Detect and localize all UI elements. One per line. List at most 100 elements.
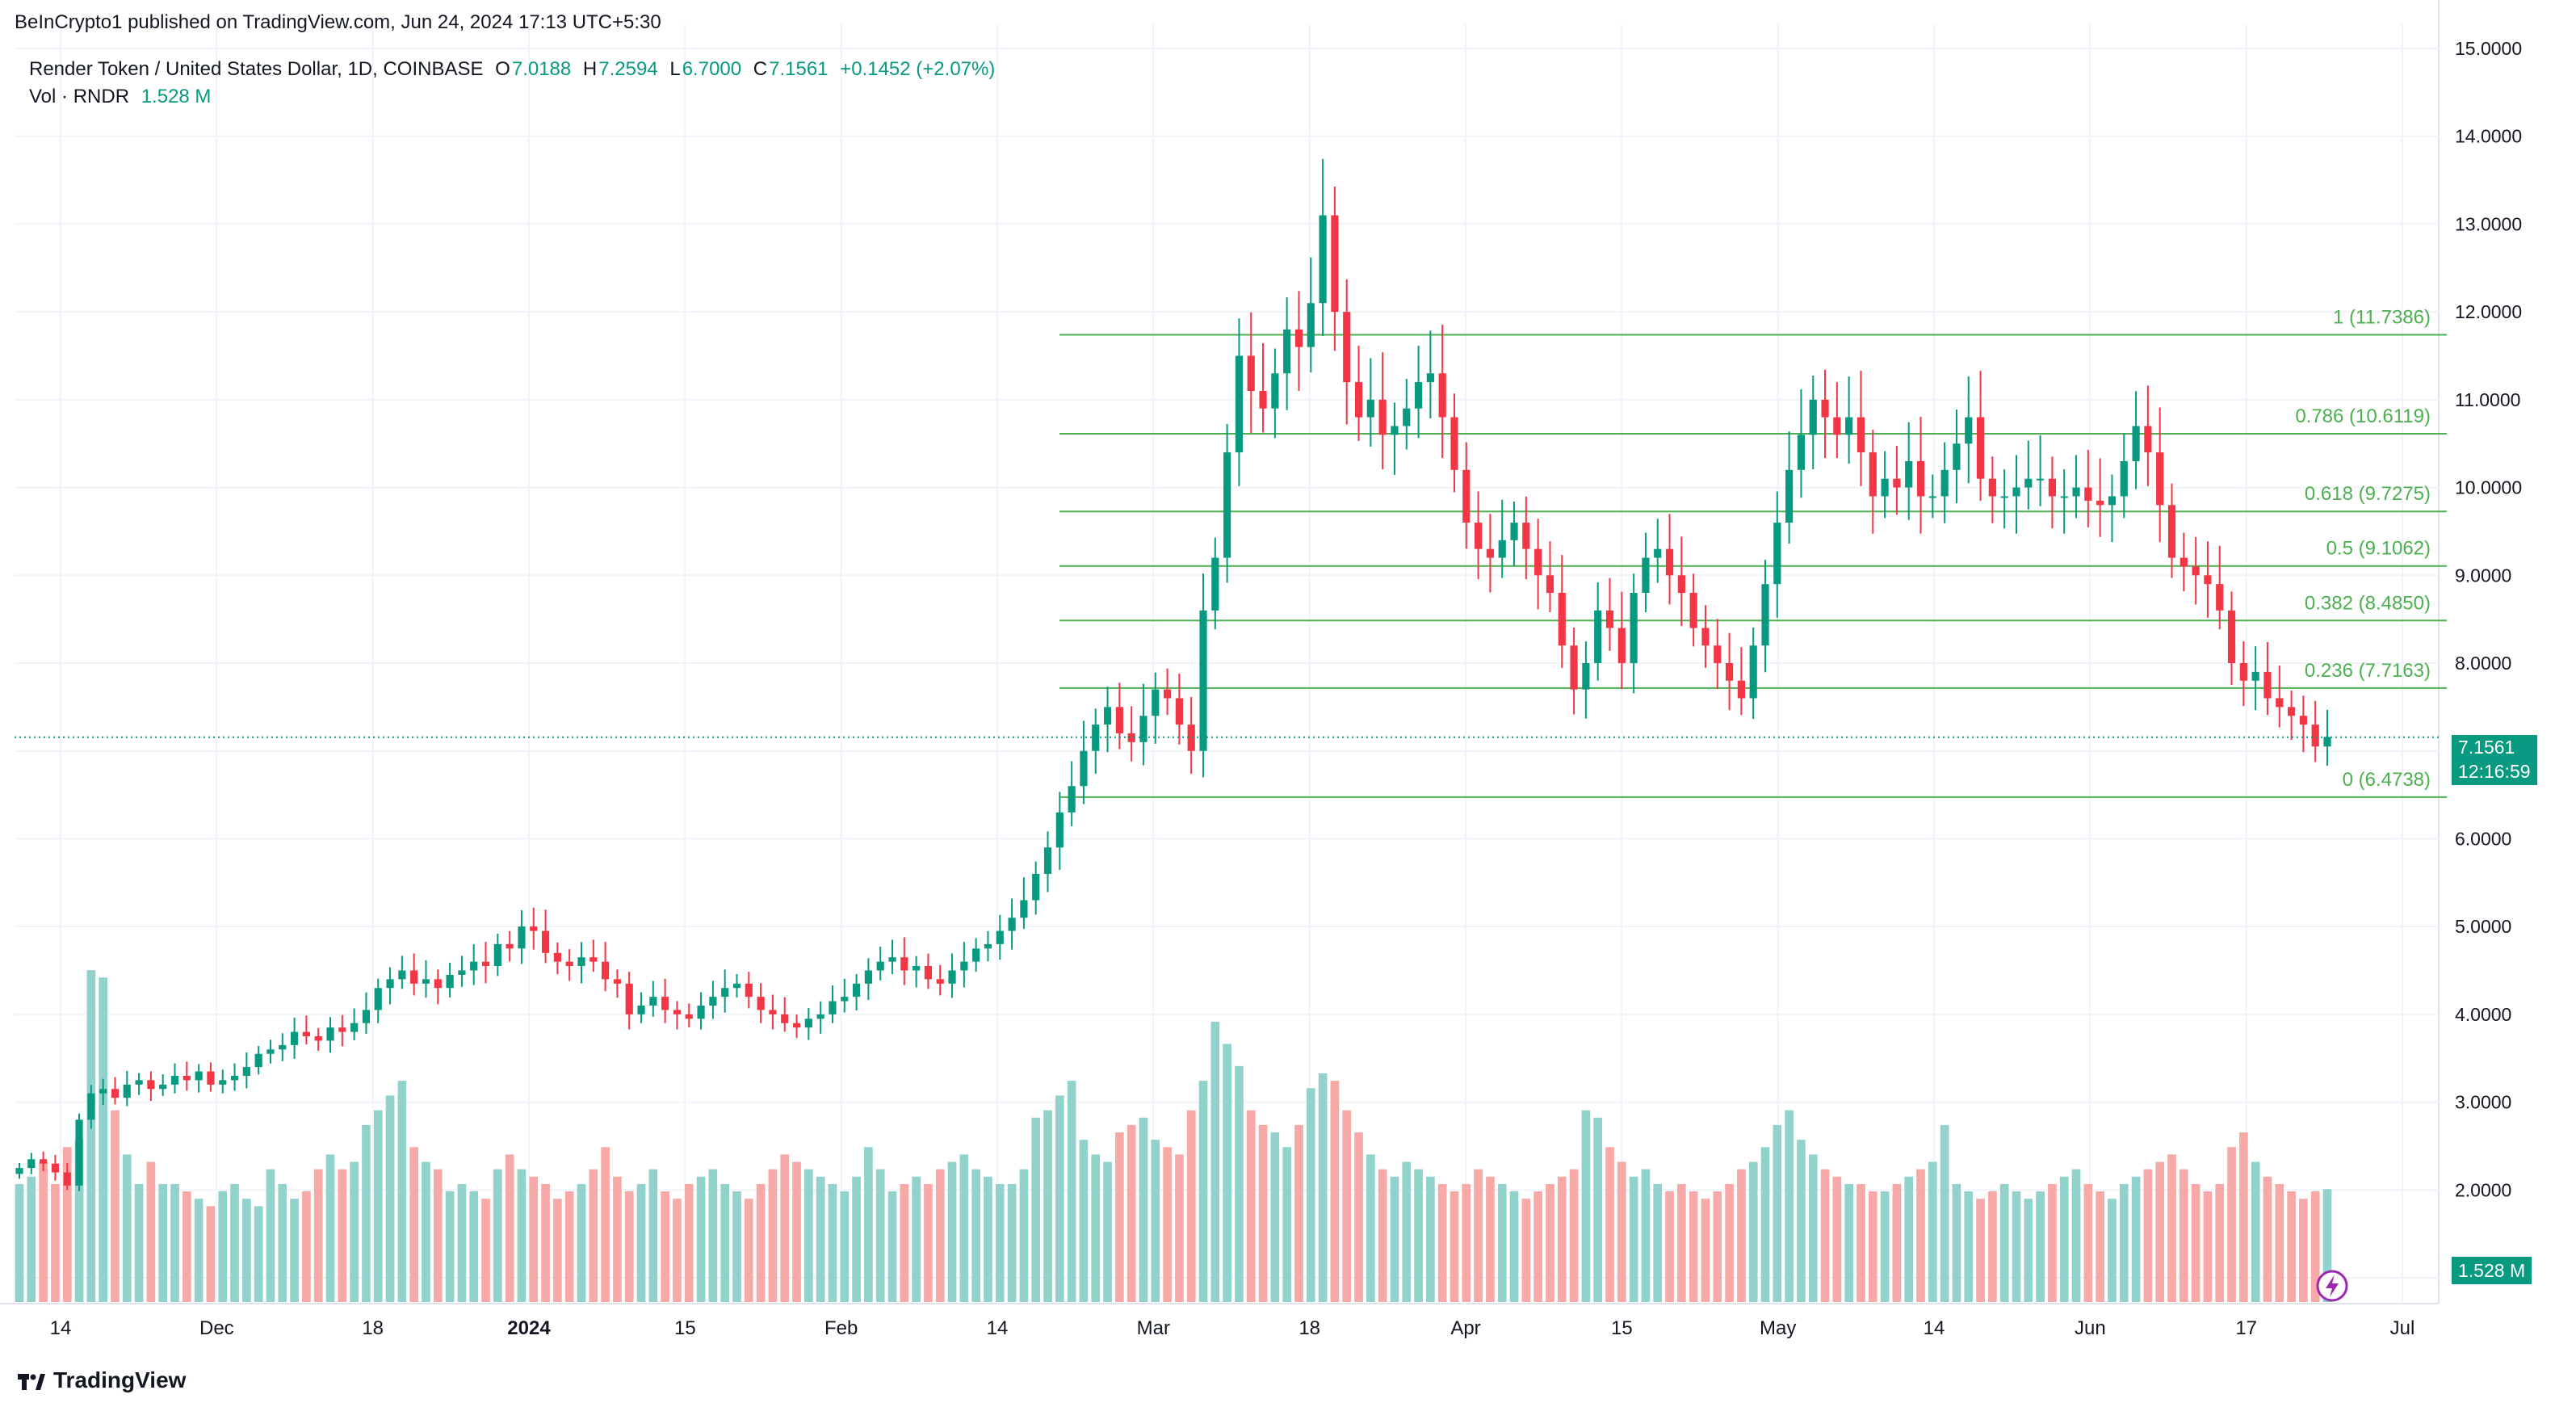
last-price-badge: 7.1561 12:16:59 [2452, 735, 2537, 785]
fib-level-label: 0.618 (9.7275) [2305, 483, 2431, 505]
candle-body [661, 997, 669, 1010]
candles [15, 158, 2331, 1191]
publish-info: BeInCrypto1 published on TradingView.com… [15, 11, 661, 33]
candle-body [1558, 593, 1566, 646]
volume-bar [732, 1191, 741, 1302]
candle-body [1605, 610, 1614, 628]
candle-body [362, 1010, 371, 1023]
volume-bar [1820, 1169, 1830, 1302]
candle-body [1139, 716, 1147, 742]
volume-bar [290, 1199, 299, 1302]
candle-body [159, 1084, 167, 1090]
time-tick-label: Mar [1137, 1317, 1170, 1339]
volume-bar [2167, 1154, 2176, 1302]
tradingview-logo[interactable]: TradingView [18, 1367, 186, 1393]
candle-body [1725, 663, 1734, 681]
candle-body [721, 988, 729, 998]
fib-level-label: 0 (6.4738) [2343, 769, 2431, 791]
candle-body [1175, 698, 1183, 725]
candle-body [1761, 584, 1769, 646]
candle-body [948, 970, 956, 984]
candle-body [2012, 487, 2020, 497]
volume-bar [1641, 1169, 1651, 1302]
volume-bar [912, 1176, 921, 1302]
volume-bar [2096, 1191, 2104, 1302]
candle-body [1928, 496, 1936, 498]
price-tick-label: 11.0000 [2455, 389, 2520, 410]
candle-body [1032, 873, 1040, 901]
candle-body [1701, 628, 1710, 646]
volume-bar [1569, 1169, 1579, 1302]
volume-bar [1426, 1176, 1435, 1302]
volume-bar [1031, 1117, 1041, 1302]
volume-bar [1223, 1044, 1231, 1302]
candle-body [530, 926, 538, 931]
symbol-name[interactable]: Render Token / United States Dollar, 1D,… [29, 58, 484, 80]
volume-bar [1497, 1183, 1507, 1302]
volume-bar [62, 1147, 72, 1302]
candle-body [2120, 460, 2128, 497]
candle-body [1235, 355, 1244, 453]
volume-bar [1115, 1132, 1124, 1302]
volume-bar [505, 1154, 514, 1302]
candle-body [254, 1053, 262, 1068]
volume-bar [86, 970, 96, 1302]
volume-bar [1067, 1081, 1076, 1302]
candle-body [2072, 487, 2080, 497]
candle-body [913, 966, 921, 971]
candle-body [1187, 724, 1195, 751]
volume-bar [74, 1140, 84, 1302]
candle-body [279, 1044, 287, 1050]
volume-bar [648, 1169, 658, 1302]
volume-bar [816, 1176, 825, 1302]
volume-bar [887, 1191, 897, 1302]
volume-bar [218, 1191, 228, 1302]
volume-bar [338, 1169, 347, 1302]
candle-body [302, 1031, 310, 1037]
volume-label[interactable]: Vol · RNDR [29, 86, 130, 107]
volume-bar [1653, 1183, 1663, 1302]
candle-body [2323, 737, 2331, 747]
volume-bar [984, 1176, 992, 1302]
candle-body [1414, 382, 1423, 409]
volume-bar [409, 1147, 419, 1302]
lightning-icon[interactable] [2316, 1270, 2348, 1302]
volume-bar [1689, 1191, 1698, 1302]
candle-body [1223, 452, 1231, 558]
candle-body [876, 961, 884, 971]
candle-body [27, 1159, 36, 1169]
candle-body [1247, 355, 1255, 391]
volume-bar [1892, 1183, 1902, 1302]
volume-bar [947, 1161, 957, 1302]
volume-bar [720, 1183, 730, 1302]
volume-bar [206, 1206, 216, 1302]
candle-body [1582, 663, 1590, 690]
volume-bar [1486, 1176, 1495, 1302]
volume-bar [99, 977, 107, 1302]
candle-body [1343, 312, 1351, 383]
volume-bar [1306, 1088, 1315, 1302]
candle-body [207, 1071, 215, 1085]
candle-body [804, 1018, 812, 1028]
candle-body [1510, 523, 1518, 540]
candle-body [99, 1089, 107, 1094]
volume-bar [1509, 1191, 1519, 1302]
candle-body [2048, 478, 2056, 497]
time-tick-label: Jun [2075, 1317, 2106, 1339]
candle-body [1498, 540, 1506, 558]
candle-body [1965, 417, 1973, 444]
volume-bar [1139, 1117, 1148, 1302]
candle-body [1916, 460, 1925, 497]
candle-body [1785, 469, 1794, 523]
volume-bar [768, 1169, 778, 1302]
volume-bar [1414, 1169, 1423, 1302]
candle-body [577, 957, 585, 967]
volume-bar [1366, 1154, 1375, 1302]
lightning-icon-bolt [2326, 1275, 2339, 1297]
candle-body [2299, 716, 2307, 725]
candle-body [1881, 478, 1889, 497]
open-label: O [495, 58, 510, 80]
candle-body [984, 943, 992, 949]
candle-body [2192, 566, 2200, 576]
